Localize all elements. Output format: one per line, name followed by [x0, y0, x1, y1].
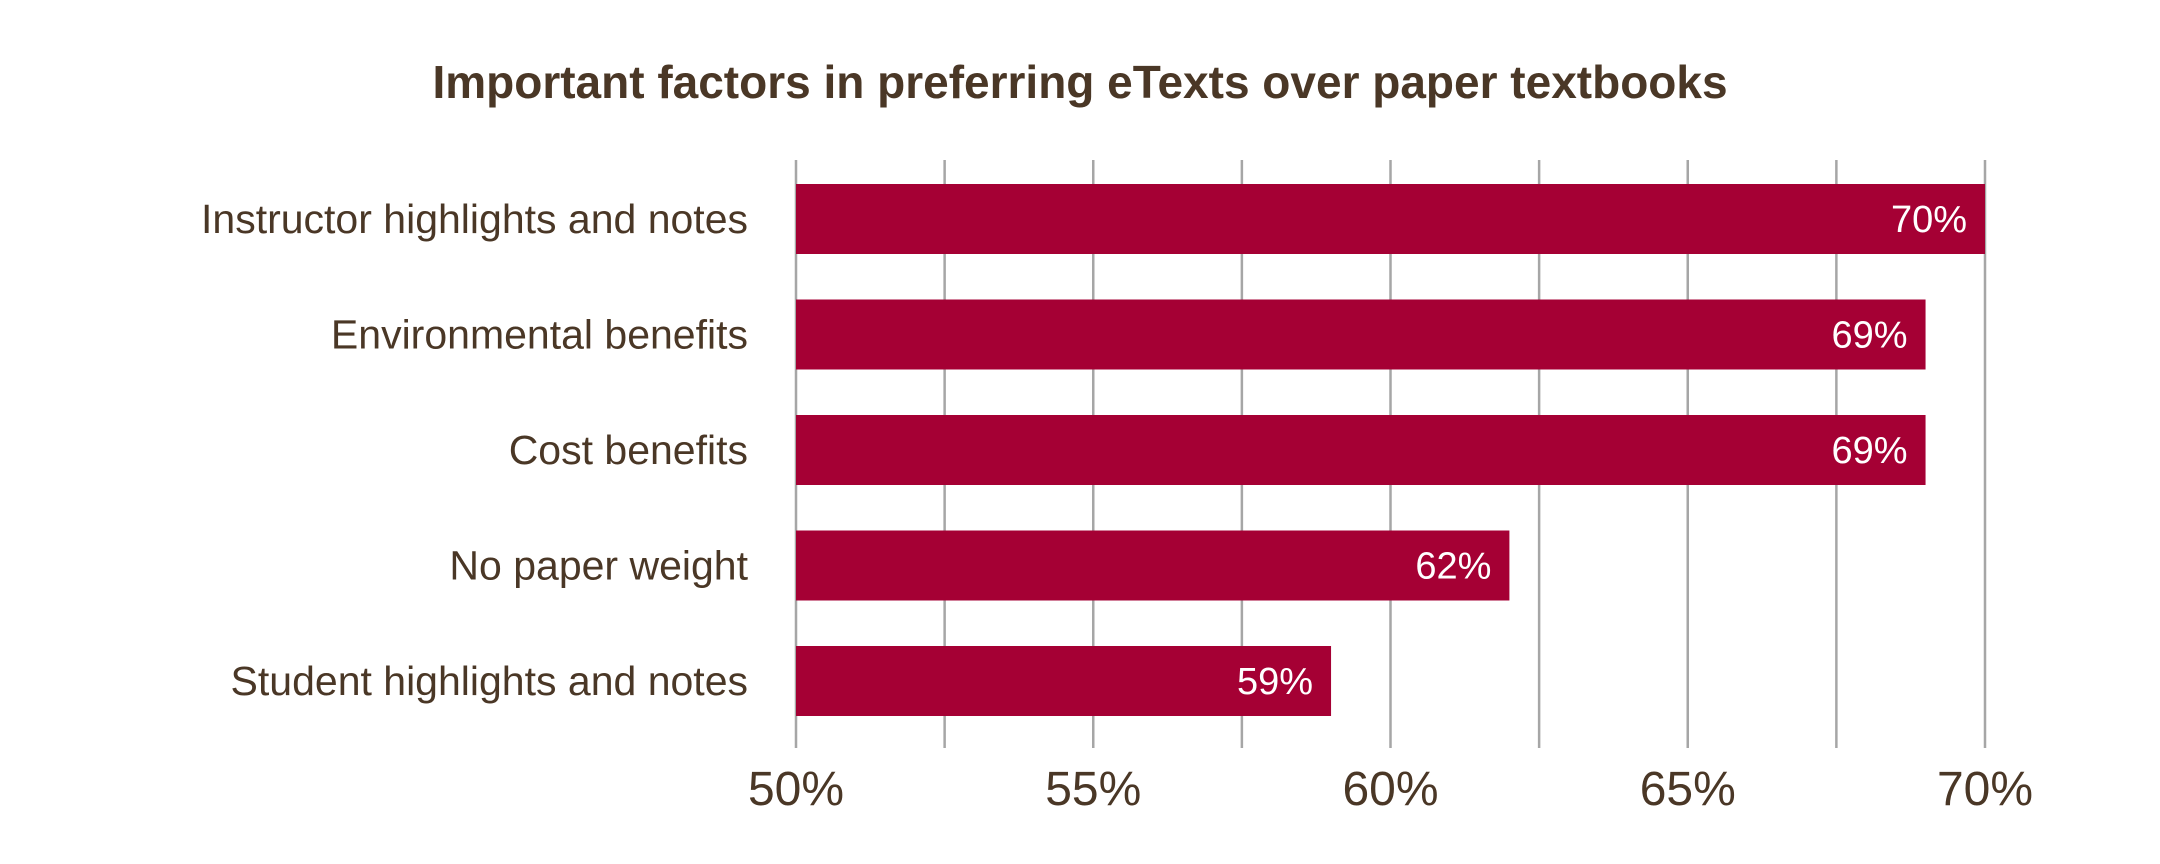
category-label-3: No paper weight [449, 543, 748, 589]
category-label-1: Environmental benefits [331, 312, 748, 358]
x-tick-label-0: 50% [748, 763, 844, 816]
chart-title: Important factors in preferring eTexts o… [432, 56, 1728, 108]
value-label-0: 70% [1891, 199, 1967, 241]
bar-0 [796, 184, 1985, 254]
category-label-2: Cost benefits [509, 427, 748, 473]
x-tick-label-4: 70% [1937, 763, 2033, 816]
x-tick-label-2: 60% [1342, 763, 1438, 816]
value-label-1: 69% [1831, 315, 1907, 357]
value-label-3: 62% [1415, 546, 1491, 588]
value-label-4: 59% [1237, 661, 1313, 703]
bar-1 [796, 299, 1926, 370]
category-label-4: Student highlights and notes [231, 658, 748, 704]
x-axis-ticks: 50% 55% 60% 65% 70% [748, 763, 2033, 816]
value-label-2: 69% [1831, 430, 1907, 472]
x-tick-label-1: 55% [1045, 763, 1141, 816]
category-labels: Instructor highlights and notes Environme… [201, 196, 749, 704]
bars: 70% 69% 69% 62% 59% [796, 184, 1985, 716]
bar-2 [796, 415, 1926, 485]
category-label-0: Instructor highlights and notes [201, 196, 748, 242]
x-tick-label-3: 65% [1640, 763, 1736, 816]
bar-3 [796, 530, 1510, 601]
bar-4 [796, 646, 1332, 716]
